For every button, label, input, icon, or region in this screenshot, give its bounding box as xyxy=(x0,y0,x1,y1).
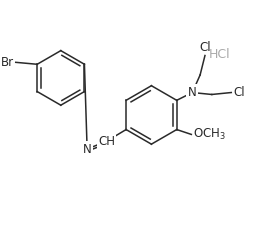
Text: Cl: Cl xyxy=(233,86,245,99)
Text: OCH$_3$: OCH$_3$ xyxy=(193,127,226,142)
Text: N: N xyxy=(83,142,92,155)
Text: N: N xyxy=(188,86,197,99)
Text: HCl: HCl xyxy=(209,48,230,61)
Text: CH: CH xyxy=(98,135,115,148)
Text: Cl: Cl xyxy=(199,40,211,54)
Text: Br: Br xyxy=(1,56,14,69)
